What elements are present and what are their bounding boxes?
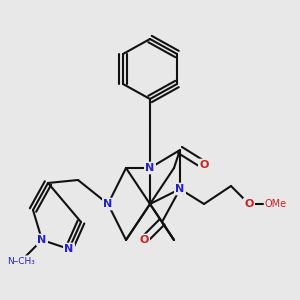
Text: O: O <box>139 235 149 245</box>
Text: N: N <box>64 244 74 254</box>
Text: N–CH₃: N–CH₃ <box>7 256 35 266</box>
Text: N: N <box>176 184 184 194</box>
Text: N: N <box>103 199 112 209</box>
Text: O: O <box>244 199 254 209</box>
Text: OMe: OMe <box>265 199 287 209</box>
Text: N: N <box>146 163 154 173</box>
Text: O: O <box>199 160 209 170</box>
Text: N: N <box>38 235 46 245</box>
